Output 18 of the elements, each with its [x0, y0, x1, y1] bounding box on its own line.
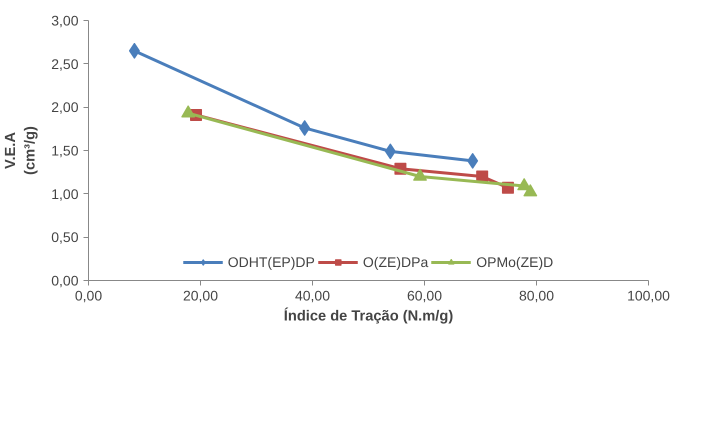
y-tick-label: 2,00	[51, 99, 79, 116]
y-tick-label: 1,00	[51, 186, 79, 202]
y-tick-label: 3,00	[51, 12, 79, 28]
y-tick-label: 1,50	[51, 142, 79, 158]
y-axis-title: V.E.A (cm³/g)	[3, 126, 38, 175]
x-axis-title: Índice de Tração (N.m/g)	[284, 308, 454, 324]
legend-label: O(ZE)DPa	[362, 254, 428, 270]
y-tick-label: 0,50	[51, 229, 79, 246]
x-tick-label: 20,00	[182, 288, 218, 304]
x-tick-label: 0,00	[74, 288, 102, 304]
x-tick-label: 60,00	[406, 288, 442, 304]
x-tick-label: 100,00	[627, 288, 670, 304]
x-tick-label: 40,00	[294, 288, 330, 304]
y-tick-label: 0,00	[51, 272, 79, 288]
legend-label: OPMo(ZE)D	[476, 254, 554, 270]
y-tick-label: 2,50	[51, 56, 79, 72]
x-tick-label: 80,00	[518, 288, 554, 304]
legend-label: ODHT(EP)DP	[228, 254, 315, 270]
